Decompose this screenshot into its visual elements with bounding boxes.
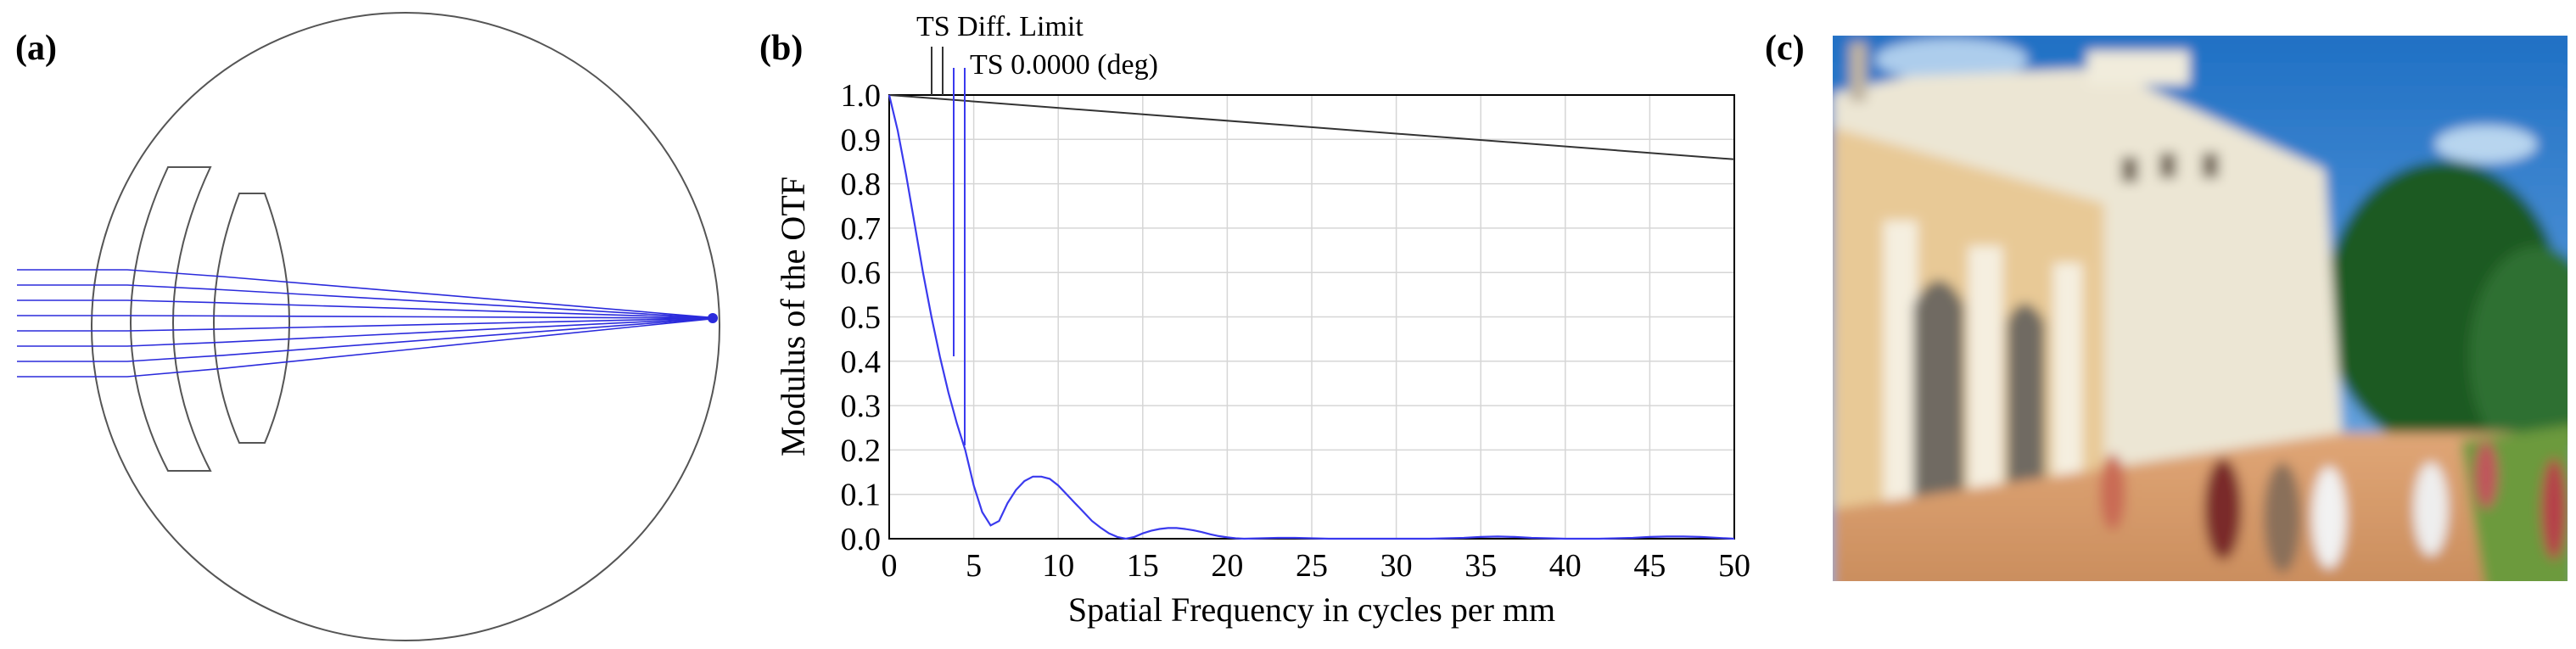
x-tick-label: 50	[1718, 548, 1750, 584]
ray-line	[17, 269, 714, 319]
ray-line	[17, 284, 714, 319]
y-tick-label: 0.9	[841, 122, 882, 158]
y-tick-labels: 0.0 0.1 0.2 0.3 0.4 0.5 0.6 0.7 0.8 0.9 1.0	[841, 78, 882, 557]
panel-a: (a)	[15, 12, 720, 641]
ray-line	[17, 315, 714, 319]
series-ts-diff-limit	[888, 94, 1735, 160]
y-tick-label: 0.6	[841, 255, 882, 291]
panel-b: (b) 0 5 10 15 20 25 30 35 40 45 50 0.0 0.1 0.2 0.3 0.4…	[759, 11, 1750, 629]
x-tick-label: 35	[1464, 548, 1497, 584]
x-tick-label: 40	[1549, 548, 1582, 584]
ray-line	[17, 317, 714, 378]
x-tick-label: 25	[1296, 548, 1328, 584]
cornea-lens	[130, 166, 212, 472]
y-tick-label: 0.2	[841, 433, 882, 468]
x-tick-label: 0	[882, 548, 898, 584]
x-tick-labels: 0 5 10 15 20 25 30 35 40 45 50	[882, 548, 1751, 584]
y-tick-label: 0.8	[841, 167, 882, 203]
series-ts-0-deg	[888, 94, 1735, 540]
blurred-photo	[1833, 36, 2568, 581]
crystalline-lens	[213, 193, 290, 444]
ray-line	[17, 317, 714, 332]
legend-label-ts: TS 0.0000 (deg)	[970, 49, 1158, 81]
ray-line	[17, 317, 714, 347]
y-tick-label: 0.7	[841, 211, 882, 247]
panel-a-label: (a)	[15, 29, 57, 68]
y-axis-title: Modulus of the OTF	[774, 176, 812, 456]
y-tick-label: 0.4	[841, 344, 882, 380]
y-tick-label: 1.0	[841, 78, 882, 114]
panel-b-label: (b)	[759, 29, 803, 68]
x-tick-label: 5	[966, 548, 982, 584]
x-tick-label: 20	[1211, 548, 1243, 584]
y-tick-label: 0.1	[841, 478, 882, 513]
legend-label-diff-limit: TS Diff. Limit	[916, 11, 1084, 42]
y-tick-label: 0.5	[841, 300, 882, 336]
x-tick-label: 10	[1042, 548, 1074, 584]
y-tick-label: 0.0	[841, 522, 882, 557]
x-tick-label: 30	[1380, 548, 1413, 584]
y-tick-label: 0.3	[841, 389, 882, 424]
ray-line	[17, 299, 714, 319]
panel-c-label: (c)	[1765, 29, 1805, 68]
focal-point	[708, 313, 718, 323]
eyeball-outline	[91, 12, 720, 641]
x-axis-title: Spatial Frequency in cycles per mm	[1068, 590, 1555, 629]
ray-bundle	[17, 269, 714, 378]
ray-line	[17, 317, 714, 362]
x-tick-label: 15	[1127, 548, 1159, 584]
x-tick-label: 45	[1633, 548, 1666, 584]
panel-c: (c)	[1765, 29, 2568, 581]
chart-grid	[888, 94, 1735, 540]
